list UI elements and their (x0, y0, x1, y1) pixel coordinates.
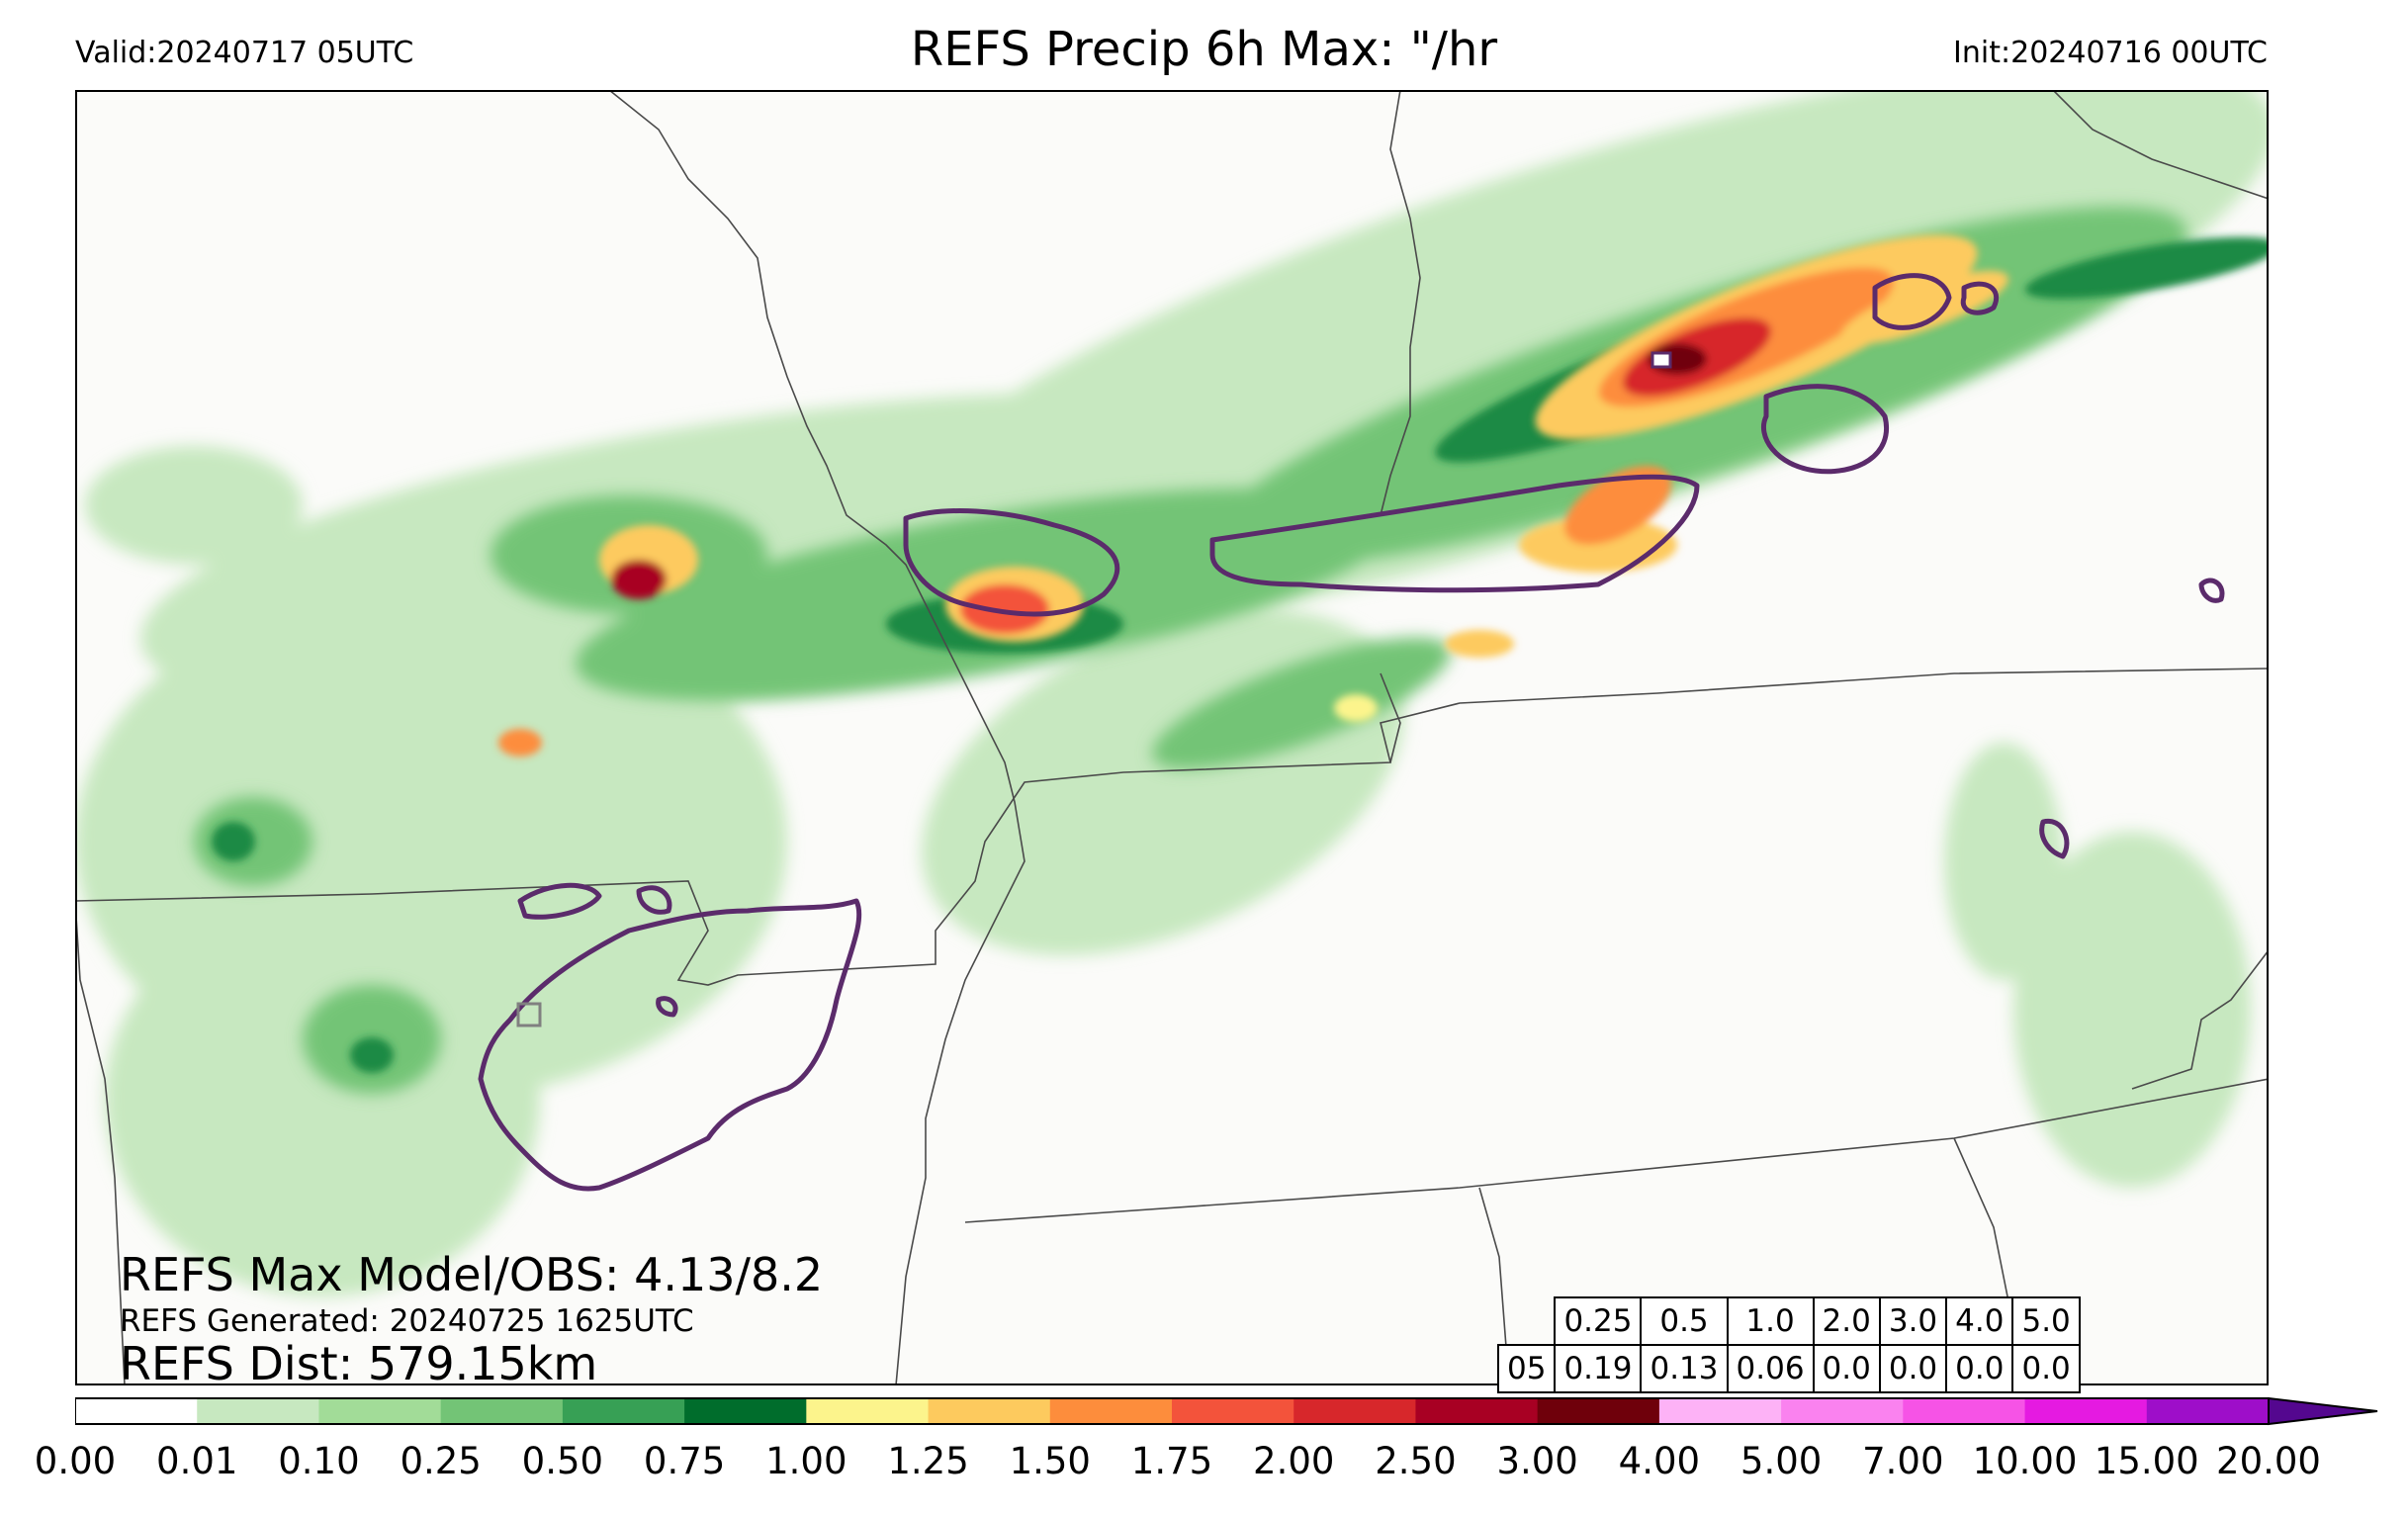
value-cell: 0.06 (1726, 1344, 1815, 1393)
threshold-cell: 1.0 (1726, 1296, 1815, 1346)
colorbar-tick-label: 0.50 (521, 1440, 604, 1482)
colorbar-tick-label: 2.00 (1253, 1440, 1335, 1482)
row-label-cell: 05 (1496, 1344, 1557, 1393)
colorbar-segment (1415, 1398, 1539, 1424)
colorbar-outline (75, 1397, 2270, 1425)
colorbar-tick-label: 2.50 (1375, 1440, 1457, 1482)
colorbar-tick-label: 1.25 (887, 1440, 969, 1482)
threshold-cell: 0.25 (1554, 1296, 1643, 1346)
colorbar-segment (1293, 1398, 1416, 1424)
colorbar-segment (806, 1398, 930, 1424)
colorbar-tick-label: 0.75 (643, 1440, 726, 1482)
colorbar-segment (562, 1398, 685, 1424)
colorbar-tick-label: 1.50 (1009, 1440, 1091, 1482)
colorbar-segment (1903, 1398, 2026, 1424)
location-marker (516, 1002, 542, 1027)
colorbar (75, 1396, 2378, 1426)
table-corner (1498, 1297, 1555, 1345)
colorbar-tick-label: 0.00 (34, 1440, 117, 1482)
threshold-cell: 4.0 (1945, 1296, 2014, 1346)
generated-label: REFS Generated: 20240725 1625UTC (120, 1303, 694, 1339)
colorbar-segment (1781, 1398, 1904, 1424)
threshold-cell: 3.0 (1878, 1296, 1948, 1346)
colorbar-segment (318, 1398, 442, 1424)
colorbar-extend-arrow (2268, 1396, 2378, 1426)
chart-title: REFS Precip 6h Max: "/hr (910, 22, 1498, 77)
colorbar-segment (75, 1398, 198, 1424)
value-cell: 0.0 (2011, 1344, 2081, 1393)
colorbar-segment (1049, 1398, 1173, 1424)
threshold-cell: 5.0 (2011, 1296, 2081, 1346)
colorbar-tick-label: 0.01 (156, 1440, 238, 1482)
init-time-label: Init:20240716 00UTC (1953, 36, 2268, 70)
distance-label: REFS Dist: 579.15km (120, 1337, 598, 1390)
state-boundaries (75, 90, 2269, 1385)
colorbar-tick-label: 3.00 (1496, 1440, 1578, 1482)
max-model-obs-label: REFS Max Model/OBS: 4.13/8.2 (120, 1248, 824, 1301)
threshold-stats-table: 0.25 0.5 1.0 2.0 3.0 4.0 5.0 05 0.19 0.1… (1496, 1296, 2081, 1393)
colorbar-segment (2024, 1398, 2148, 1424)
valid-time-label: Valid:20240717 05UTC (75, 36, 414, 70)
colorbar-tick-label: 7.00 (1862, 1440, 1944, 1482)
colorbar-segment (928, 1398, 1051, 1424)
value-cell: 0.0 (1812, 1344, 1881, 1393)
colorbar-segment (1172, 1398, 1294, 1424)
precip-heavy-cells (498, 234, 2008, 757)
colorbar-segment (197, 1398, 319, 1424)
colorbar-tick-label: 20.00 (2216, 1440, 2321, 1482)
colorbar-tick-label: 5.00 (1739, 1440, 1823, 1482)
colorbar-tick-label: 1.75 (1130, 1440, 1213, 1482)
colorbar-tick-label: 0.10 (278, 1440, 360, 1482)
threshold-cell: 2.0 (1812, 1296, 1881, 1346)
colorbar-tick-label: 1.00 (765, 1440, 847, 1482)
colorbar-tick-label: 0.25 (400, 1440, 482, 1482)
colorbar-tick-label: 15.00 (2094, 1440, 2199, 1482)
obs-contours (478, 273, 2225, 1192)
precip-extreme-peak (1650, 351, 1672, 369)
colorbar-segment (1537, 1398, 1660, 1424)
value-cell: 0.19 (1554, 1344, 1643, 1393)
value-cell: 0.0 (1878, 1344, 1948, 1393)
colorbar-segment (2146, 1398, 2270, 1424)
colorbar-tick-label: 4.00 (1618, 1440, 1701, 1482)
colorbar-segment (440, 1398, 564, 1424)
colorbar-segment (1658, 1398, 1782, 1424)
colorbar-segment (684, 1398, 807, 1424)
map-border (75, 90, 2269, 1385)
colorbar-tick-label: 10.00 (1972, 1440, 2078, 1482)
value-cell: 0.0 (1945, 1344, 2014, 1393)
precip-map[interactable] (75, 90, 2269, 1385)
threshold-cell: 0.5 (1640, 1296, 1729, 1346)
value-cell: 0.13 (1640, 1344, 1729, 1393)
